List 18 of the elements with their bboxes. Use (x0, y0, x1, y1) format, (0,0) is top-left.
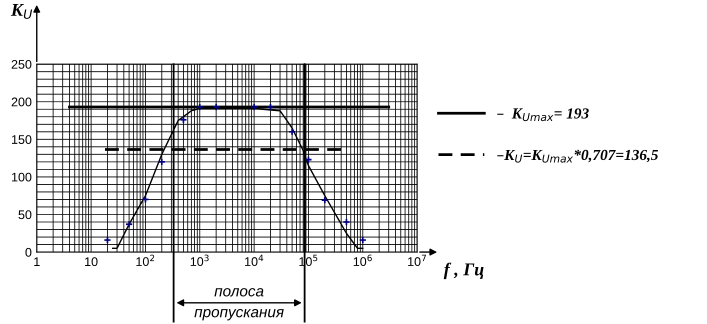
y-axis-title: K$_{U}$ (10, 4, 32, 19)
x-tick-label: 10$^{3}$ (190, 254, 209, 266)
y-tick-label: 50 (18, 210, 32, 220)
legend-label: – K$_{Umax}$= 193 (497, 108, 589, 122)
x-axis-title: f , Гц (444, 262, 484, 280)
x-tick-label: 10$^{2}$ (136, 254, 154, 266)
y-tick-label: 150 (12, 135, 32, 144)
x-tick-label: 10$^{7}$ (408, 254, 426, 266)
x-tick-label: 10 (85, 257, 98, 266)
x-tick-label: 1 (34, 257, 40, 266)
x-tick-label: 10$^{6}$ (354, 254, 372, 266)
y-tick-label: 100 (12, 172, 32, 182)
x-tick-label: 10$^{4}$ (245, 254, 264, 266)
legend-label: –K$_{U}$=K$_{Umax}$*0,707=136,5 (497, 150, 658, 163)
y-tick-label: 0 (25, 248, 32, 257)
y-tick-label: 250 (12, 60, 32, 69)
text: полоса пропускания (194, 288, 284, 320)
y-tick-label: 200 (12, 98, 32, 106)
